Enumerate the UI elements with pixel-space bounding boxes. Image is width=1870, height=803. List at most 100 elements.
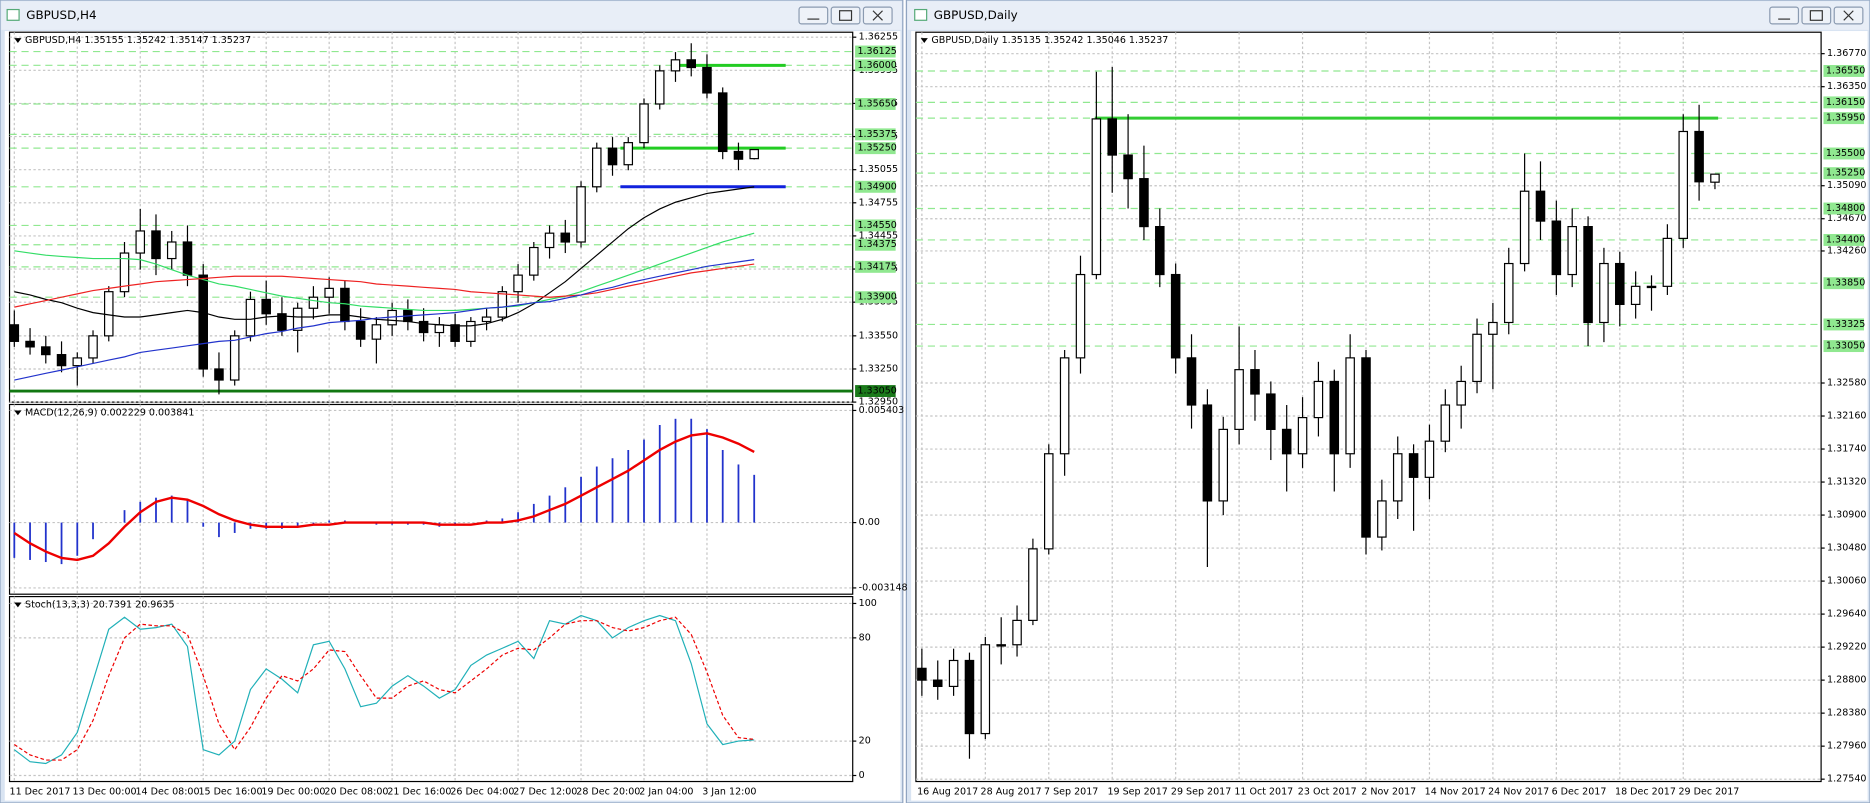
candle-body	[151, 230, 161, 260]
candle-body	[198, 274, 208, 370]
level-tag	[855, 291, 896, 304]
y-tick-label: 1.33550	[859, 330, 898, 341]
y-tick-label: 1.27540	[1827, 774, 1866, 785]
candle-body	[1472, 333, 1482, 383]
indicator-line	[13, 614, 755, 765]
candle-body	[592, 147, 602, 188]
x-tick-label: 28 Aug 2017	[981, 787, 1042, 798]
candle-body	[1218, 428, 1229, 502]
level-label: 1.33850	[1826, 278, 1865, 289]
candle-body	[1567, 226, 1577, 276]
level-label: 1.36550	[1826, 65, 1865, 76]
candle-body	[607, 147, 618, 166]
level-tag	[855, 219, 896, 232]
candle-body	[1012, 619, 1022, 646]
y-tick-label: 1.34455	[859, 230, 898, 241]
level-tag	[1823, 96, 1865, 109]
candle-body	[1503, 262, 1514, 324]
candle-body	[1345, 357, 1355, 455]
level-label: 1.34400	[1826, 234, 1865, 245]
candle-body	[529, 246, 539, 276]
candle-body	[1646, 285, 1657, 289]
candle-body	[119, 252, 130, 293]
minimize-button[interactable]	[1769, 6, 1800, 25]
menu-triangle	[14, 38, 22, 43]
candle-body	[1615, 262, 1625, 306]
x-tick-label: 19 Dec 00:00	[261, 787, 325, 798]
candle-body	[434, 324, 445, 334]
level-label: 1.36125	[857, 46, 896, 57]
maximize-button[interactable]	[1801, 6, 1832, 25]
icon	[1809, 10, 1823, 21]
candle-body	[964, 659, 975, 735]
y-tick-label: 0.00	[859, 517, 880, 528]
panel-border	[8, 595, 854, 783]
level-tag	[855, 260, 896, 273]
level-label: 1.35375	[857, 129, 896, 140]
candle-body	[1313, 380, 1324, 419]
indicator-line	[13, 616, 755, 761]
candle-body	[1456, 380, 1466, 406]
candle-body	[932, 679, 943, 688]
candle-body	[1155, 226, 1165, 276]
x-tick-label: 7 Sep 2017	[1044, 787, 1098, 798]
x-tick-label: 6 Dec 2017	[1552, 787, 1607, 798]
level-label: 1.34175	[857, 261, 896, 272]
candle-body	[1630, 285, 1641, 306]
y-tick-label: -0.003148	[859, 582, 908, 593]
candle-body	[261, 298, 271, 315]
candle-body	[1059, 357, 1070, 455]
candle-body	[1519, 190, 1530, 265]
x-tick-label: 3 Jan 12:00	[702, 787, 756, 798]
x-tick-label: 11 Dec 2017	[10, 787, 71, 798]
window-buttons[interactable]	[798, 6, 893, 25]
level-tag	[1823, 202, 1865, 215]
y-tick-label: 1.34670	[1827, 213, 1866, 224]
candle-body	[135, 230, 146, 254]
y-tick-label: 1.35055	[859, 164, 898, 175]
level-label: 1.36000	[857, 60, 896, 71]
level-tag	[1823, 340, 1865, 353]
panel-header: GBPUSD,H4 1.35155 1.35242 1.35147 1.3523…	[25, 35, 251, 46]
level-tag	[1823, 112, 1865, 125]
level-tag	[1823, 277, 1865, 290]
icon	[872, 10, 883, 21]
candle-body	[1440, 404, 1451, 442]
candle-body	[702, 66, 712, 94]
candle-body	[1091, 118, 1102, 276]
candle-body	[560, 232, 571, 243]
indicator-line	[14, 186, 755, 327]
y-tick-label: 1.30900	[1827, 510, 1866, 521]
candle-body	[340, 287, 350, 323]
y-tick-label: 1.36255	[859, 32, 898, 43]
maximize-button[interactable]	[830, 6, 861, 25]
level-label: 1.35250	[1826, 168, 1865, 179]
candle-body	[1139, 178, 1149, 228]
y-tick-label: 0.005403	[859, 405, 904, 416]
level-tag	[855, 128, 896, 141]
candle-body	[418, 320, 429, 334]
candle-body	[1329, 380, 1340, 455]
candle-body	[308, 296, 319, 309]
candle-body	[948, 659, 959, 688]
window-buttons[interactable]	[1769, 6, 1864, 25]
level-tag	[1823, 318, 1865, 331]
candle-body	[324, 287, 334, 298]
candle-body	[654, 70, 665, 105]
panel-header: Stoch(13,3,3) 20.7391 20.9635	[25, 599, 175, 610]
candle-body	[1250, 369, 1260, 395]
level-tag	[855, 45, 896, 58]
candle-body	[1678, 130, 1689, 239]
candle-body	[1377, 500, 1387, 538]
candle-body	[1170, 273, 1181, 359]
y-tick-label: 100	[859, 598, 877, 609]
menu-triangle	[14, 602, 22, 608]
minimize-button[interactable]	[798, 6, 829, 25]
candle-body	[1408, 453, 1419, 478]
candle-body	[996, 644, 1006, 647]
level-label: 1.34550	[857, 220, 896, 231]
candle-body	[88, 335, 98, 359]
candle-body	[25, 340, 35, 348]
candle-body	[1488, 321, 1498, 335]
chart-area	[4, 31, 901, 801]
